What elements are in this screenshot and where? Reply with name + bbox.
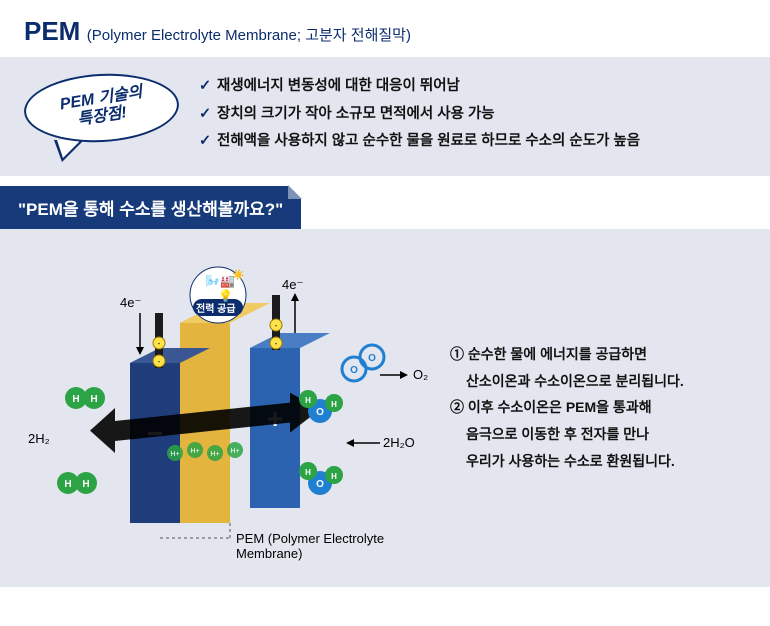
svg-text:O: O	[316, 479, 324, 490]
svg-text:-: -	[275, 321, 278, 330]
explanation: ① 순수한 물에 에너지를 공급하면 산소이온과 수소이온으로 분리됩니다. ②…	[450, 341, 684, 474]
feature-list: ✓재생에너지 변동성에 대한 대응이 뛰어남 ✓장치의 크기가 작아 소규모 면…	[199, 73, 746, 156]
svg-text:H: H	[305, 396, 311, 405]
header: PEM (Polymer Electrolyte Membrane; 고분자 전…	[0, 0, 770, 57]
section-title-text: "PEM을 통해 수소를 생산해볼까요?"	[18, 200, 283, 219]
title-sub: (Polymer Electrolyte Membrane; 고분자 전해질막)	[87, 27, 411, 44]
svg-text:-: -	[158, 339, 161, 348]
svg-text:H: H	[331, 400, 337, 409]
svg-text:🌬️: 🌬️	[205, 274, 220, 288]
explain-line: 음극으로 이동한 후 전자를 만나	[450, 421, 684, 448]
svg-text:H+: H+	[230, 448, 239, 455]
svg-text:H+: H+	[170, 451, 179, 458]
h2-molecules: H H H H	[57, 387, 105, 494]
e-left-label: 4e⁻	[120, 295, 141, 311]
svg-text:H: H	[331, 472, 337, 481]
h2o-molecules: O H H O H H	[299, 390, 343, 495]
section-title: "PEM을 통해 수소를 생산해볼까요?"	[0, 186, 301, 229]
title-main: PEM	[24, 16, 80, 46]
svg-text:H: H	[72, 394, 79, 405]
svg-text:O: O	[316, 407, 324, 418]
o2-molecule: O O	[342, 345, 384, 381]
svg-text:H: H	[64, 479, 71, 490]
feature-text: 재생에너지 변동성에 대한 대응이 뛰어남	[217, 78, 460, 94]
feature-text: 전해액을 사용하지 않고 순수한 물을 원료로 하므로 수소의 순도가 높음	[217, 133, 640, 149]
diagram-svg: − + - - - -	[20, 243, 440, 573]
explain-line: ① 순수한 물에 에너지를 공급하면	[450, 341, 684, 368]
feature-item: ✓전해액을 사용하지 않고 순수한 물을 원료로 하므로 수소의 순도가 높음	[199, 128, 746, 156]
svg-text:H: H	[90, 394, 97, 405]
power-label: 전력 공급	[196, 300, 236, 315]
svg-text:H: H	[305, 468, 311, 477]
svg-text:H: H	[82, 479, 89, 490]
o2-label: O₂	[413, 367, 428, 382]
fold-corner-icon	[288, 185, 302, 199]
h2-label: 2H₂	[28, 431, 50, 446]
svg-text:H+: H+	[190, 448, 199, 455]
svg-text:-: -	[158, 357, 161, 366]
svg-text:H+: H+	[210, 451, 219, 458]
feature-item: ✓재생에너지 변동성에 대한 대응이 뛰어남	[199, 73, 746, 101]
explain-line: 산소이온과 수소이온으로 분리됩니다.	[450, 368, 684, 395]
svg-text:-: -	[275, 339, 278, 348]
e-right-label: 4e⁻	[282, 277, 303, 293]
svg-text:O: O	[368, 353, 376, 364]
features-panel: PEM 기술의 특장점! ✓재생에너지 변동성에 대한 대응이 뛰어남 ✓장치의…	[0, 57, 770, 176]
explain-line: 우리가 사용하는 수소로 환원됩니다.	[450, 448, 684, 475]
speech-bubble: PEM 기술의 특장점!	[24, 74, 179, 154]
h2o-label: 2H₂O	[383, 435, 415, 450]
check-icon: ✓	[199, 101, 217, 129]
check-icon: ✓	[199, 73, 217, 101]
feature-text: 장치의 크기가 작아 소규모 면적에서 사용 가능	[217, 106, 495, 122]
check-icon: ✓	[199, 128, 217, 156]
diagram-panel: − + - - - -	[0, 229, 770, 587]
pem-caption: PEM (Polymer Electrolyte Membrane)	[236, 531, 440, 561]
svg-text:☀️: ☀️	[232, 268, 245, 281]
explain-line: ② 이후 수소이온은 PEM을 통과해	[450, 394, 684, 421]
svg-text:O: O	[350, 365, 358, 376]
feature-item: ✓장치의 크기가 작아 소규모 면적에서 사용 가능	[199, 101, 746, 129]
pem-diagram: − + - - - -	[20, 243, 440, 573]
